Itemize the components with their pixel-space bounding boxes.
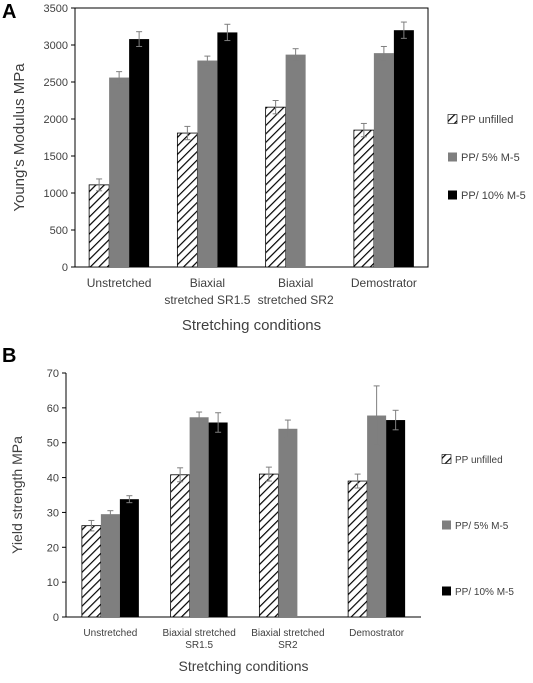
bar-a — [197, 60, 218, 267]
bar-b — [258, 473, 279, 618]
panel-label-a: A — [2, 1, 16, 23]
legend-label-b: PP/ 10% M-5 — [455, 587, 514, 598]
plot-frame-a — [74, 7, 429, 268]
x-category-label-a: Demostrator — [351, 276, 417, 290]
y-tick-label-a: 1500 — [44, 151, 68, 163]
chart-panel-a: 0 500 1000 1500 2000 2500 3000 3500 Unstretched B… — [11, 3, 526, 334]
bar-a — [176, 132, 198, 268]
y-tick-label-a: 2500 — [44, 77, 68, 89]
legend-label-a: PP unfilled — [461, 114, 513, 126]
x-category-label-b: Biaxial stretched — [251, 628, 324, 639]
x-category-label-b: SR2 — [278, 640, 298, 651]
y-tick-label-a: 3500 — [44, 3, 68, 15]
x-category-label-a: Unstretched — [87, 276, 152, 290]
bar-a — [373, 53, 394, 267]
x-category-label-b: Unstretched — [83, 628, 137, 639]
bar-a — [353, 129, 375, 268]
y-tick-label-a: 0 — [62, 262, 68, 274]
bar-a — [109, 77, 130, 267]
y-tick-label-b: 70 — [47, 368, 59, 380]
x-category-label-a: Biaxial — [278, 276, 313, 290]
x-axis-title-a: Stretching conditions — [182, 317, 321, 334]
x-category-label-a: stretched SR1.5 — [164, 293, 250, 307]
y-tick-label-b: 20 — [47, 542, 59, 554]
bar-b — [100, 514, 120, 617]
bar-a — [88, 184, 110, 268]
bar-b — [367, 415, 387, 617]
x-category-label-a: Biaxial — [190, 276, 225, 290]
legend-label-a: PP/ 5% M-5 — [461, 152, 520, 164]
y-axis-title-a: Young's Modulus MPa — [11, 63, 28, 212]
y-tick-label-b: 60 — [47, 403, 59, 415]
bar-b — [170, 474, 191, 618]
y-tick-label-b: 40 — [47, 473, 59, 485]
x-category-label-b: SR1.5 — [185, 640, 213, 651]
bar-a — [393, 30, 414, 268]
y-tick-label-b: 0 — [53, 612, 59, 624]
legend-swatch-b — [442, 520, 451, 530]
bar-a — [265, 106, 287, 268]
legend-label-b: PP unfilled — [455, 455, 503, 466]
bar-a — [285, 54, 306, 268]
y-tick-label-a: 3000 — [44, 40, 68, 52]
y-tick-label-b: 50 — [47, 438, 59, 450]
panel-label-b: B — [2, 345, 16, 367]
bar-a — [129, 39, 150, 267]
legend-swatch-a — [448, 190, 457, 200]
chart-panel-b: 0 10 20 30 40 50 60 70 Unstretched Biaxial stretc… — [9, 368, 514, 674]
y-tick-label-a: 2000 — [44, 114, 68, 126]
bar-b — [278, 428, 298, 617]
x-category-label-b: Biaxial stretched — [162, 628, 235, 639]
bar-b — [81, 525, 102, 618]
bar-b — [189, 417, 209, 617]
legend-swatch-b — [442, 586, 451, 596]
y-tick-label-a: 1000 — [44, 188, 68, 200]
legend-swatch-a — [448, 152, 457, 162]
x-axis-title-b: Stretching conditions — [179, 658, 309, 674]
legend-label-a: PP/ 10% M-5 — [461, 190, 526, 202]
x-category-label-b: Demostrator — [349, 628, 405, 639]
bar-b — [119, 499, 139, 617]
y-tick-label-b: 10 — [47, 577, 59, 589]
y-axis-title-b: Yield strength MPa — [9, 436, 25, 554]
bar-b — [386, 420, 406, 617]
legend-swatch-b — [441, 454, 452, 464]
y-tick-label-a: 500 — [50, 225, 68, 237]
x-category-label-a: stretched SR2 — [258, 293, 334, 307]
legend-swatch-a — [447, 114, 458, 124]
bar-b — [208, 422, 228, 617]
y-tick-label-b: 30 — [47, 507, 59, 519]
bar-b — [347, 480, 368, 618]
legend-label-b: PP/ 5% M-5 — [455, 521, 509, 532]
bar-a — [217, 32, 238, 267]
